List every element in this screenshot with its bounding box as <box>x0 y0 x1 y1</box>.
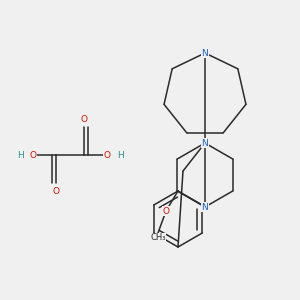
Text: N: N <box>202 49 208 58</box>
Text: H: H <box>16 151 23 160</box>
Text: O: O <box>29 151 37 160</box>
Text: H: H <box>117 151 123 160</box>
Text: N: N <box>202 139 208 148</box>
Text: O: O <box>80 115 88 124</box>
Text: O: O <box>163 206 170 215</box>
Text: CH₃: CH₃ <box>150 233 166 242</box>
Text: O: O <box>103 151 110 160</box>
Text: N: N <box>202 202 208 211</box>
Text: O: O <box>52 187 59 196</box>
